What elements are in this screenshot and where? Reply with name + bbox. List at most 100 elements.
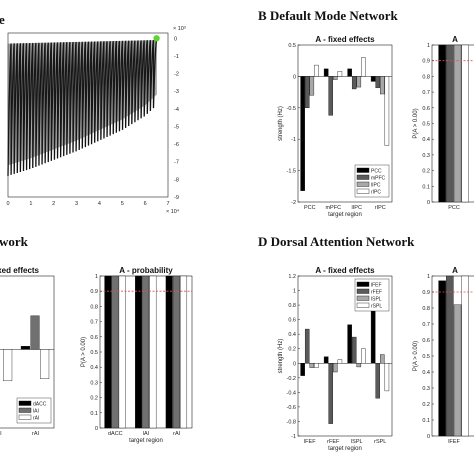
C_prob-ytick-label: 0.5 [90, 350, 98, 356]
D_fixed-legend-label: lSPL [371, 296, 382, 302]
D_prob-bar-lFEF-lFEF [438, 280, 446, 437]
C_fixed-xtick-label: lAI [0, 431, 2, 437]
C_prob-bar-lAI-lAI [142, 275, 150, 429]
D_fixed-ytick-label: 0.6 [288, 318, 296, 324]
C_prob-xtick-label: lAI [143, 431, 150, 437]
D_prob-bar-lFEF-rSPL [461, 275, 469, 437]
D_fixed-ytick-label: 0.2 [288, 347, 296, 353]
trace-x-multiplier: × 10⁴ [166, 208, 180, 215]
B_prob-ytick-label: 0.7 [422, 90, 430, 96]
B_prob-xtick-label: PCC [448, 205, 460, 211]
B_fixed-bar-lIPC-lIPC [356, 76, 362, 88]
D_fixed-legend-swatch [356, 302, 370, 308]
D_fixed-legend-label: lFEF [371, 282, 382, 288]
C_prob-bar-rAI-rAI [180, 275, 188, 429]
B_prob-bar-PCC-rIPC [461, 44, 469, 203]
D_fixed-bar-lFEF-rFEF [304, 328, 310, 364]
trace-ytick-label: -6 [174, 142, 179, 148]
section-a-title: e [0, 12, 5, 27]
D_prob-ytick-label: 0.3 [422, 386, 430, 392]
C_fixed-legend-swatch [18, 400, 32, 406]
B_fixed-legend-label: lIPC [371, 182, 381, 188]
trace-ytick-label: -8 [174, 177, 179, 183]
plots-layer: 0 1 2 3 4 5 6 7 0 -1 -2 -3 -4 -5 -6 -7 -8 -9 × 10³ × 10⁴ PCC… [0, 26, 474, 452]
C_prob-ytick-label: 0.2 [90, 396, 98, 402]
D_fixed-legend-swatch [356, 288, 370, 294]
D_prob-ylabel: P(A > 0.00) [413, 341, 419, 371]
D_fixed-bar-rSPL-rFEF [375, 363, 380, 399]
D_fixed-bar-lSPL-rSPL [361, 348, 366, 364]
trace-xtick-label: 0 [6, 201, 9, 207]
D_prob-ytick-label: 0.1 [422, 418, 430, 424]
D_fixed-axes-frame [297, 275, 393, 437]
D_fixed-ytick-label: 0 [293, 361, 296, 367]
C_prob-ytick-label: 0.7 [90, 320, 98, 326]
C_fixed-bar-rAI-lAI [30, 315, 40, 350]
D_fixed-ytick-label: -0.2 [287, 376, 296, 382]
D_fixed-ytick-label: -0.6 [287, 405, 296, 411]
B_fixed-bar-PCC-rIPC [314, 64, 319, 77]
trace-xtick-label: 2 [52, 201, 55, 207]
D_fixed-bar-lSPL-rFEF [351, 336, 357, 364]
B_fixed-legend-label: rIPC [371, 189, 381, 195]
C_prob-bar-dACC-dACC [104, 275, 112, 429]
trace-xtick-label: 1 [29, 201, 32, 207]
C_prob-ytick-label: 0.3 [90, 380, 98, 386]
D_prob-bar-lFEF-lSPL [453, 304, 462, 437]
B_prob-bar-PCC-PCC [438, 44, 446, 203]
D_prob-xtick-label: lFEF [448, 439, 460, 445]
B_prob-ytick-label: 1 [427, 43, 430, 49]
D_fixed-ytick-label: 1 [293, 289, 296, 295]
C_prob-ytick-label: 0.6 [90, 335, 98, 341]
D_prob-ytick-label: 0.4 [422, 370, 430, 376]
B_fixed-bar-rIPC-lIPC [380, 76, 385, 95]
trace-density-fill [7, 40, 157, 166]
B_fixed-legend-swatch [356, 167, 370, 173]
D_fixed-bar-rFEF-lFEF [323, 356, 329, 364]
C_fixed-legend-label: lAI [33, 408, 39, 414]
D_fixed-bar-rFEF-rFEF [328, 363, 333, 424]
trace-xtick-label: 6 [144, 201, 147, 207]
B_fixed-xtick-label: PCC [304, 205, 316, 211]
C_fixed-bar-lAI-rAI [3, 349, 13, 382]
D_prob-ytick-label: 0 [427, 434, 430, 440]
B_fixed-ytick-label: -2 [291, 200, 296, 206]
C_prob-bar-lAI-dACC [135, 275, 143, 429]
D_fixed-xtick-label: lFEF [304, 439, 316, 445]
C_prob-bar-dACC-lAI [111, 275, 119, 429]
C_prob-ytick-label: 0.8 [90, 304, 98, 310]
D_fixed-bar-rSPL-lSPL [380, 354, 385, 364]
B_prob-ytick-label: 0 [427, 200, 430, 206]
trace-ytick-label: -9 [174, 195, 179, 201]
B_fixed-xlabel: target region [328, 212, 362, 218]
D_prob-ytick-label: 1 [427, 274, 430, 280]
C_prob-xlabel: target region [129, 438, 163, 444]
B_fixed-ytick-label: -0.5 [287, 106, 296, 112]
C_prob-ylabel: P(A > 0.00) [81, 337, 87, 367]
C_prob-bar-lAI-rAI [149, 275, 157, 429]
D_fixed-bar-lSPL-lSPL [356, 363, 362, 368]
D_prob-title: A [452, 266, 458, 275]
C_prob-xtick-label: rAI [173, 431, 181, 437]
C_prob-ytick-label: 0 [95, 426, 98, 432]
B_fixed-xtick-label: lIPC [352, 205, 362, 211]
D_fixed-xtick-label: rSPL [374, 439, 386, 445]
B_fixed-legend-label: mPFC [371, 175, 386, 181]
C_fixed-legend-label: dACC [33, 401, 47, 407]
D_fixed-ytick-label: -0.8 [287, 419, 296, 425]
B_fixed-bar-rIPC-mPFC [375, 76, 380, 88]
C_fixed-legend-swatch [18, 407, 32, 413]
D_fixed-legend-swatch [356, 295, 370, 301]
D_fixed-bar-rFEF-lSPL [333, 363, 338, 373]
B_fixed-bar-mPFC-mPFC [328, 76, 333, 116]
trace-xtick-label: 5 [121, 201, 124, 207]
D_fixed-ytick-label: 0.8 [288, 303, 296, 309]
C_prob-ytick-label: 0.1 [90, 411, 98, 417]
B_fixed-bar-mPFC-rIPC [337, 71, 343, 77]
trace-y-multiplier: × 10³ [173, 26, 186, 32]
B_fixed-bar-mPFC-lIPC [333, 76, 338, 80]
D_prob-ytick-label: 0.5 [422, 354, 430, 360]
B_fixed-legend-swatch [356, 174, 370, 180]
D_prob-bar-lFEF-rFEF [446, 275, 454, 437]
B_fixed-title: A - fixed effects [315, 35, 375, 44]
